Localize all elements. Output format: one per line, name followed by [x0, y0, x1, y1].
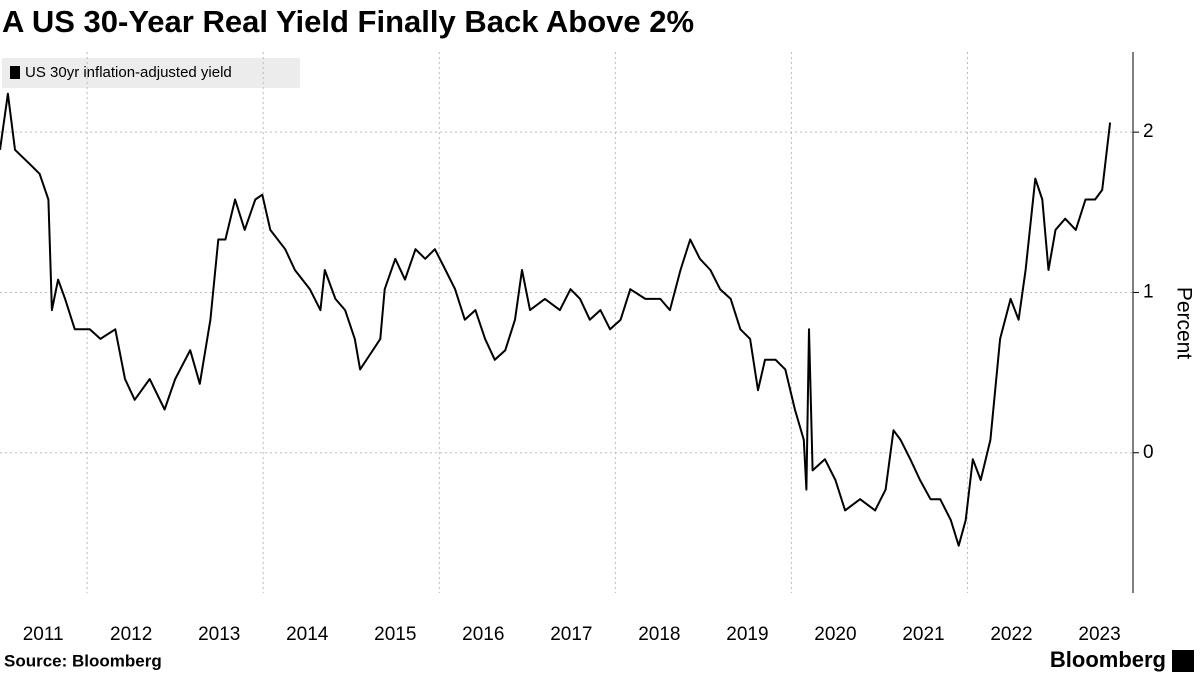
- series-line: [0, 92, 1112, 547]
- x-tick-label: 2013: [198, 624, 240, 645]
- y-axis-label: Percent: [1172, 287, 1195, 360]
- x-tick-label: 2022: [990, 624, 1032, 645]
- y-tick-label: 2: [1143, 121, 1154, 142]
- x-tick-label: 2023: [1078, 624, 1120, 645]
- legend-box: [2, 58, 300, 88]
- x-tick-label: 2021: [902, 624, 944, 645]
- x-tick-label: 2014: [286, 624, 329, 645]
- chart-title: A US 30-Year Real Yield Finally Back Abo…: [2, 4, 694, 39]
- legend-swatch: [10, 66, 20, 79]
- x-tick-label: 2019: [726, 624, 768, 645]
- y-tick-label: 1: [1143, 281, 1154, 302]
- x-tick-label: 2012: [110, 624, 152, 645]
- x-tick-label: 2016: [462, 624, 504, 645]
- source: Source: Bloomberg: [4, 651, 162, 670]
- brand-icon: [1172, 650, 1194, 672]
- x-tick-label: 2011: [23, 624, 64, 645]
- brand: Bloomberg: [1050, 647, 1166, 672]
- x-tick-label: 2015: [374, 624, 416, 645]
- x-tick-label: 2017: [550, 624, 592, 645]
- legend-label: US 30yr inflation-adjusted yield: [25, 64, 232, 81]
- x-tick-label: 2018: [638, 624, 680, 645]
- x-tick-label: 2020: [814, 624, 856, 645]
- y-tick-label: 0: [1143, 442, 1154, 463]
